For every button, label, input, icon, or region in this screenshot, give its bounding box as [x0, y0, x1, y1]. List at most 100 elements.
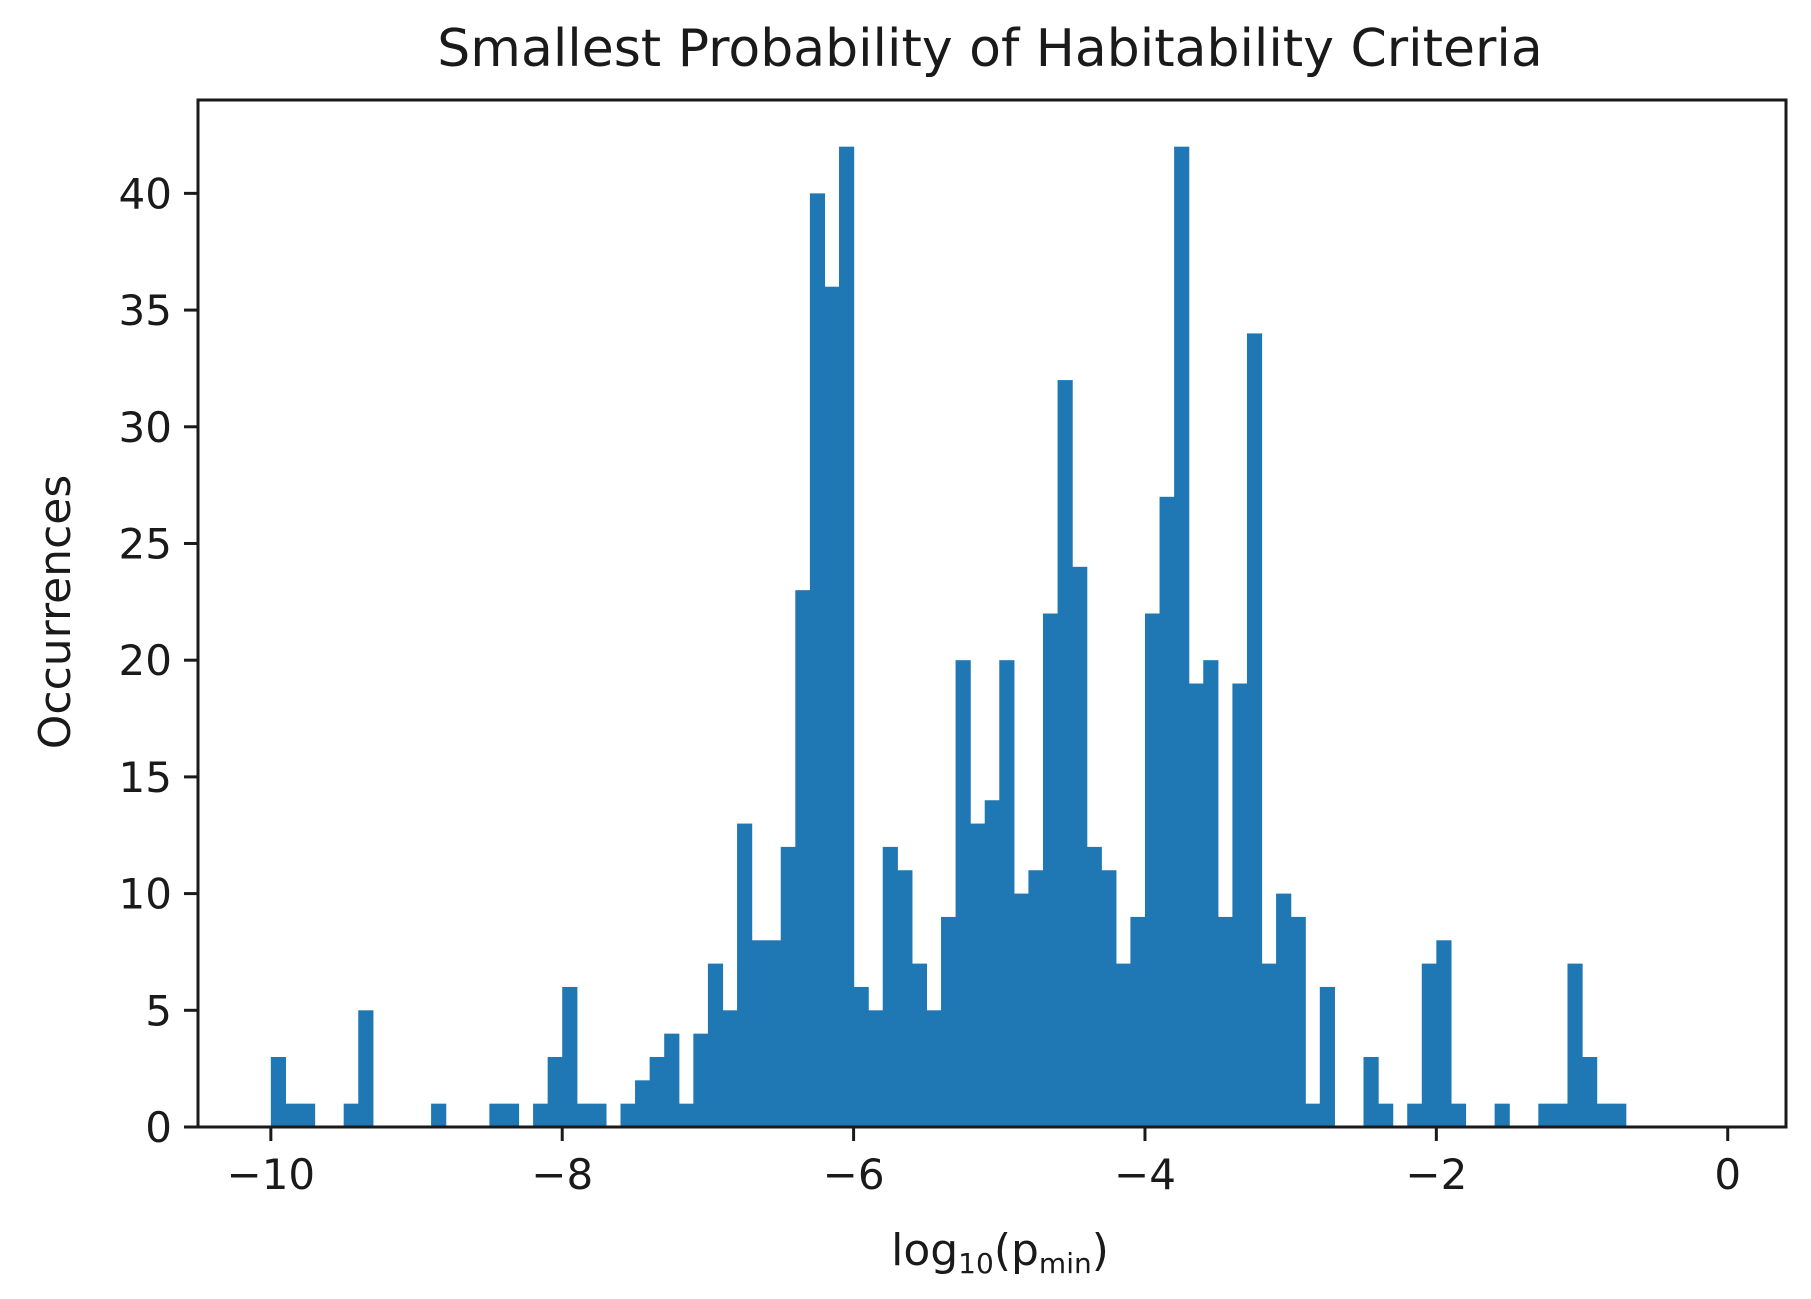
- histogram-bar: [591, 1103, 607, 1127]
- histogram-bar: [809, 193, 826, 1128]
- x-tick-label: −4: [1114, 1150, 1176, 1199]
- y-tick-label: 20: [119, 636, 172, 685]
- histogram-bar: [941, 916, 957, 1127]
- histogram-bar: [358, 1010, 374, 1127]
- y-tick-label: 5: [145, 986, 172, 1035]
- x-axis-ticks: −10 −8 −6 −4 −2 0: [227, 1127, 1741, 1199]
- histogram-bar: [1086, 846, 1102, 1127]
- histogram-bar: [1363, 1056, 1379, 1127]
- histogram-bar: [503, 1103, 520, 1127]
- histogram-bar: [489, 1103, 505, 1127]
- histogram-bar: [1261, 963, 1277, 1127]
- x-axis-title-base: 10: [958, 1247, 994, 1280]
- histogram-bar: [1436, 940, 1452, 1127]
- histogram-bar: [766, 940, 782, 1127]
- histogram-bar: [1246, 333, 1263, 1127]
- histogram-bar: [1101, 870, 1117, 1127]
- histogram-bar: [678, 1103, 694, 1127]
- histogram-bar: [547, 1056, 563, 1127]
- histogram-bar: [970, 823, 986, 1127]
- histogram-bar: [1421, 963, 1437, 1127]
- histogram-bar: [1203, 660, 1219, 1127]
- histogram-bar: [1159, 496, 1175, 1127]
- histogram-bars: [270, 146, 1627, 1128]
- x-axis-title-log: log: [891, 1225, 958, 1276]
- histogram-bar: [1582, 1056, 1598, 1127]
- histogram-bar: [270, 1056, 287, 1127]
- histogram-bar: [1290, 916, 1306, 1127]
- histogram-bar: [1232, 683, 1248, 1127]
- x-axis-title-variable: p: [1011, 1225, 1039, 1276]
- y-tick-label: 10: [119, 870, 172, 919]
- x-tick-label: −6: [823, 1150, 885, 1199]
- histogram-bar: [562, 986, 578, 1127]
- histogram-bar: [911, 963, 928, 1127]
- histogram-bar: [984, 800, 1000, 1127]
- histogram-bar: [635, 1080, 651, 1127]
- x-tick-label: −8: [531, 1150, 593, 1199]
- histogram-bar: [999, 660, 1015, 1127]
- histogram-bar: [620, 1103, 636, 1127]
- histogram-bar: [780, 846, 796, 1127]
- x-axis-title-open-paren: (: [994, 1225, 1011, 1276]
- histogram-bar: [576, 1103, 592, 1127]
- histogram-bar: [343, 1103, 359, 1127]
- y-axis-ticks: 0 5 10 15 20 25 30 35 40: [119, 169, 198, 1152]
- histogram-bar: [882, 846, 898, 1127]
- histogram-bar: [1174, 146, 1190, 1127]
- histogram-bar: [824, 286, 840, 1128]
- histogram-bar: [1567, 963, 1583, 1127]
- histogram-bar: [1072, 566, 1088, 1127]
- histogram-bar: [1450, 1103, 1467, 1127]
- histogram-bar: [1217, 916, 1233, 1127]
- histogram-bar: [299, 1103, 316, 1127]
- y-tick-label: 15: [119, 753, 172, 802]
- histogram-bar: [1057, 380, 1073, 1128]
- histogram-bar: [839, 146, 855, 1127]
- histogram-bar: [897, 870, 913, 1127]
- x-axis-title: log10(pmin): [891, 1225, 1109, 1280]
- x-axis-title-close-paren: ): [1092, 1225, 1109, 1276]
- histogram-bar: [1596, 1103, 1612, 1127]
- y-tick-label: 30: [119, 403, 172, 452]
- histogram-bar: [1115, 963, 1131, 1127]
- x-tick-label: −10: [227, 1150, 316, 1199]
- chart-title: Smallest Probability of Habitability Cri…: [437, 19, 1542, 79]
- histogram-bar: [795, 590, 811, 1127]
- histogram-bar: [737, 823, 753, 1127]
- histogram-bar: [1494, 1103, 1510, 1127]
- histogram-bar: [693, 1033, 709, 1127]
- histogram-bar: [1319, 986, 1335, 1127]
- histogram-bar: [1407, 1103, 1423, 1127]
- y-tick-label: 0: [145, 1103, 172, 1152]
- histogram-bar: [926, 1010, 942, 1127]
- histogram-bar: [1188, 683, 1204, 1127]
- histogram-bar: [868, 1010, 884, 1127]
- x-axis-title-subscript: min: [1039, 1247, 1092, 1280]
- histogram-bar: [853, 986, 869, 1127]
- histogram-bar: [1305, 1103, 1321, 1127]
- histogram-bar: [1144, 613, 1161, 1127]
- plot-frame: [196, 98, 1788, 1129]
- histogram-bar: [1130, 916, 1146, 1127]
- histogram-bar: [533, 1103, 549, 1127]
- histogram-bar: [722, 1010, 738, 1127]
- y-tick-label: 40: [119, 169, 172, 218]
- histogram-bar: [1378, 1103, 1394, 1127]
- histogram-bar: [664, 1033, 680, 1127]
- histogram-bar: [1028, 870, 1044, 1127]
- y-tick-label: 25: [119, 519, 172, 568]
- histogram-bar: [1611, 1103, 1627, 1127]
- histogram-bar: [707, 963, 724, 1127]
- histogram-bar: [1538, 1103, 1554, 1127]
- histogram-bar: [751, 940, 767, 1127]
- histogram-bar: [955, 660, 971, 1127]
- histogram-bar: [1552, 1103, 1569, 1127]
- y-tick-label: 35: [119, 286, 172, 335]
- histogram-bar: [431, 1103, 447, 1127]
- histogram-bar: [285, 1103, 301, 1127]
- histogram-bar: [649, 1056, 665, 1127]
- histogram-bar: [1013, 893, 1030, 1127]
- histogram-bar: [1042, 613, 1059, 1127]
